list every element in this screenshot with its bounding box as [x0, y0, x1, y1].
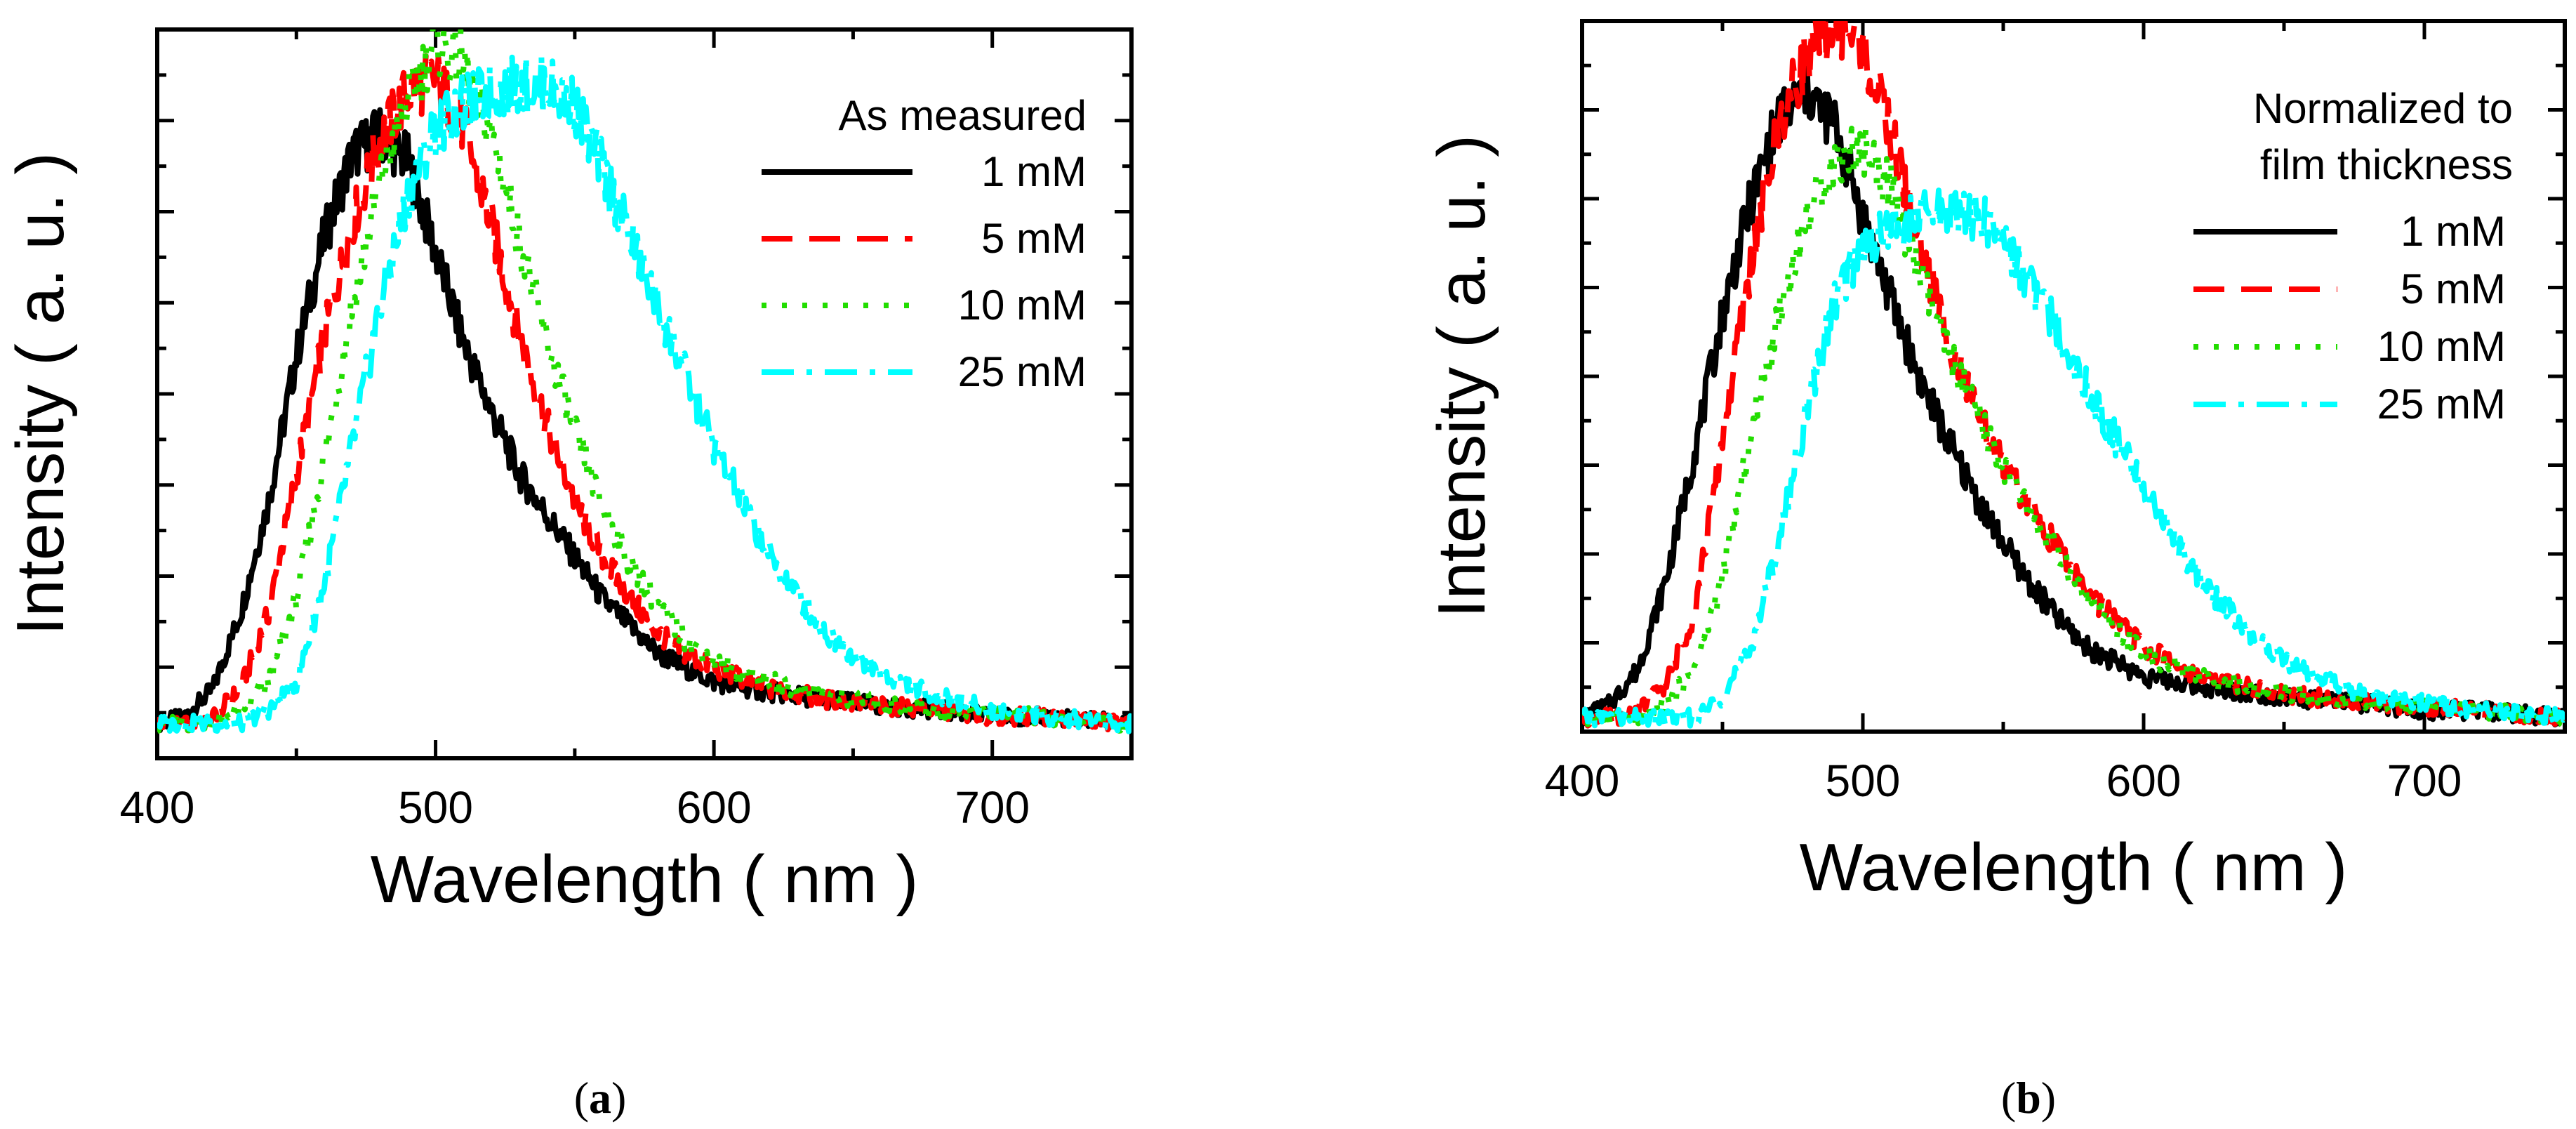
- series-line-5-mm: [1582, 21, 2565, 729]
- y-axis-label: Intensity ( a. u. ): [1424, 135, 1499, 618]
- panel-caption: (a): [574, 1073, 627, 1123]
- legend-entry-label: 1 mM: [981, 148, 1087, 195]
- x-tick-label: 700: [955, 782, 1030, 833]
- x-tick-label: 400: [1545, 755, 1620, 806]
- legend-entry-label: 25 mM: [958, 348, 1087, 395]
- legend-entry-label: 10 mM: [2377, 323, 2506, 370]
- x-tick-label: 500: [398, 782, 473, 833]
- chart-panel-a: 400 500 600 700 Wavelength ( nm ) Intensity (…: [3, 27, 1134, 1123]
- legend-entry-label: 5 mM: [2401, 265, 2506, 312]
- series-line-10-mm: [157, 29, 1131, 735]
- x-tick-label: 600: [677, 782, 752, 833]
- panel-caption: (b): [2001, 1073, 2056, 1123]
- x-axis-label: Wavelength ( nm ): [371, 842, 919, 917]
- series-line-5-mm: [157, 53, 1131, 734]
- series-line-10-mm: [1582, 122, 2565, 729]
- x-tick-label: 600: [2106, 755, 2182, 806]
- legend-title: Normalized to: [2253, 85, 2513, 132]
- series-group: [157, 29, 1131, 735]
- series-group: [1582, 21, 2565, 729]
- x-tick-label: 500: [1826, 755, 1901, 806]
- legend-title: As measured: [839, 92, 1087, 139]
- legend: As measured 1 mM 5 mM 10 mM 25 mM: [762, 92, 1087, 395]
- x-axis-label: Wavelength ( nm ): [1800, 830, 2348, 905]
- x-tick-label: 700: [2387, 755, 2462, 806]
- legend-title: film thickness: [2260, 141, 2513, 188]
- chart-panel-b: 400 500 600 700 Wavelength ( nm ) Intensity (…: [1424, 19, 2567, 1123]
- series-line-25-mm: [157, 52, 1131, 734]
- x-tick-label: 400: [120, 782, 195, 833]
- legend: Normalized to film thickness 1 mM 5 mM 10 mM…: [2193, 85, 2513, 428]
- series-line-25-mm: [1582, 187, 2565, 729]
- legend-entry-label: 5 mM: [981, 215, 1087, 262]
- legend-entry-label: 25 mM: [2377, 381, 2506, 428]
- legend-entry-label: 1 mM: [2401, 208, 2506, 255]
- legend-entry-label: 10 mM: [958, 282, 1087, 329]
- y-axis-label: Intensity ( a. u. ): [3, 152, 78, 635]
